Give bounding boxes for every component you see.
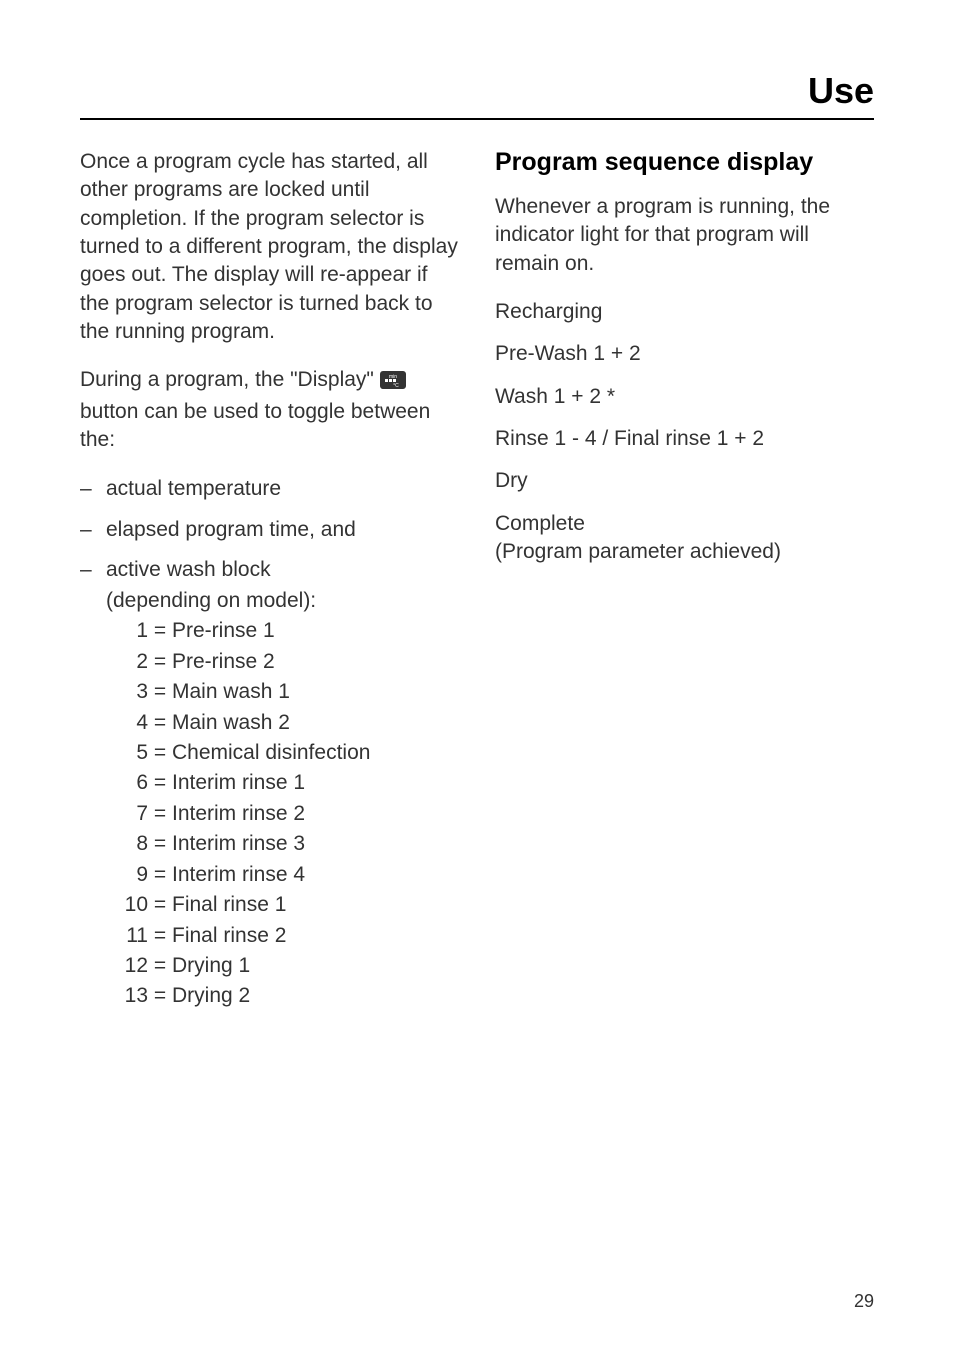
toggle-list: actual temperature elapsed program time,… — [80, 474, 459, 1011]
equals-sign: = — [148, 677, 172, 707]
page-number: 29 — [854, 1291, 874, 1312]
block-number: 2 — [120, 647, 148, 677]
table-row: 10=Final rinse 1 — [120, 890, 459, 920]
table-row: 8=Interim rinse 3 — [120, 829, 459, 859]
equals-sign: = — [148, 829, 172, 859]
block-label: Interim rinse 4 — [172, 860, 459, 890]
equals-sign: = — [148, 799, 172, 829]
block-number: 5 — [120, 738, 148, 768]
sequence-item: Rinse 1 - 4 / Final rinse 1 + 2 — [495, 425, 874, 453]
section-heading: Program sequence display — [495, 148, 874, 177]
complete-line-2: (Program parameter achieved) — [495, 540, 781, 563]
block-number: 9 — [120, 860, 148, 890]
block-number: 6 — [120, 768, 148, 798]
equals-sign: = — [148, 768, 172, 798]
equals-sign: = — [148, 708, 172, 738]
page: Use Once a program cycle has started, al… — [0, 0, 954, 1352]
display-button-paragraph: During a program, the "Display" min°C bu… — [80, 366, 459, 454]
list-item: elapsed program time, and — [80, 515, 459, 545]
wash-block-table: 1=Pre-rinse 1 2=Pre-rinse 2 3=Main wash … — [106, 616, 459, 1012]
sequence-complete: Complete (Program parameter achieved) — [495, 510, 874, 567]
block-number: 12 — [120, 951, 148, 981]
block-number: 3 — [120, 677, 148, 707]
page-header: Use — [80, 70, 874, 120]
sequence-item: Recharging — [495, 298, 874, 326]
block-label: Main wash 2 — [172, 708, 459, 738]
page-title: Use — [808, 70, 874, 112]
table-row: 6=Interim rinse 1 — [120, 768, 459, 798]
block-label: Interim rinse 1 — [172, 768, 459, 798]
left-column: Once a program cycle has started, all ot… — [80, 148, 459, 1022]
list-item-sub: (depending on model): — [106, 586, 459, 616]
block-label: Interim rinse 2 — [172, 799, 459, 829]
block-number: 11 — [120, 921, 148, 951]
block-label: Chemical disinfection — [172, 738, 459, 768]
equals-sign: = — [148, 890, 172, 920]
equals-sign: = — [148, 981, 172, 1011]
list-item: active wash block (depending on model): … — [80, 555, 459, 1012]
equals-sign: = — [148, 616, 172, 646]
sequence-item: Pre-Wash 1 + 2 — [495, 340, 874, 368]
table-row: 4=Main wash 2 — [120, 708, 459, 738]
block-number: 8 — [120, 829, 148, 859]
block-label: Drying 2 — [172, 981, 459, 1011]
block-label: Interim rinse 3 — [172, 829, 459, 859]
svg-text:°C: °C — [393, 383, 399, 389]
block-label: Drying 1 — [172, 951, 459, 981]
table-row: 1=Pre-rinse 1 — [120, 616, 459, 646]
block-label: Final rinse 2 — [172, 921, 459, 951]
list-item: actual temperature — [80, 474, 459, 504]
equals-sign: = — [148, 647, 172, 677]
table-row: 11=Final rinse 2 — [120, 921, 459, 951]
block-label: Pre-rinse 1 — [172, 616, 459, 646]
sequence-intro: Whenever a program is running, the indic… — [495, 193, 874, 278]
display-para-pre: During a program, the "Display" — [80, 368, 380, 391]
sequence-item: Wash 1 + 2 * — [495, 383, 874, 411]
table-row: 13=Drying 2 — [120, 981, 459, 1011]
table-row: 12=Drying 1 — [120, 951, 459, 981]
table-row: 5=Chemical disinfection — [120, 738, 459, 768]
display-button-icon: min°C — [380, 369, 406, 397]
sequence-item: Dry — [495, 467, 874, 495]
block-number: 7 — [120, 799, 148, 829]
block-number: 1 — [120, 616, 148, 646]
block-label: Main wash 1 — [172, 677, 459, 707]
block-label: Final rinse 1 — [172, 890, 459, 920]
table-row: 3=Main wash 1 — [120, 677, 459, 707]
right-column: Program sequence display Whenever a prog… — [495, 148, 874, 1022]
table-row: 2=Pre-rinse 2 — [120, 647, 459, 677]
list-item-lead: active wash block — [106, 555, 459, 585]
intro-paragraph: Once a program cycle has started, all ot… — [80, 148, 459, 346]
block-number: 10 — [120, 890, 148, 920]
table-row: 7=Interim rinse 2 — [120, 799, 459, 829]
display-para-post: button can be used to toggle between the… — [80, 400, 430, 451]
block-number: 4 — [120, 708, 148, 738]
table-row: 9=Interim rinse 4 — [120, 860, 459, 890]
equals-sign: = — [148, 921, 172, 951]
content-columns: Once a program cycle has started, all ot… — [80, 148, 874, 1022]
block-number: 13 — [120, 981, 148, 1011]
block-label: Pre-rinse 2 — [172, 647, 459, 677]
equals-sign: = — [148, 951, 172, 981]
equals-sign: = — [148, 860, 172, 890]
equals-sign: = — [148, 738, 172, 768]
complete-line-1: Complete — [495, 512, 585, 535]
